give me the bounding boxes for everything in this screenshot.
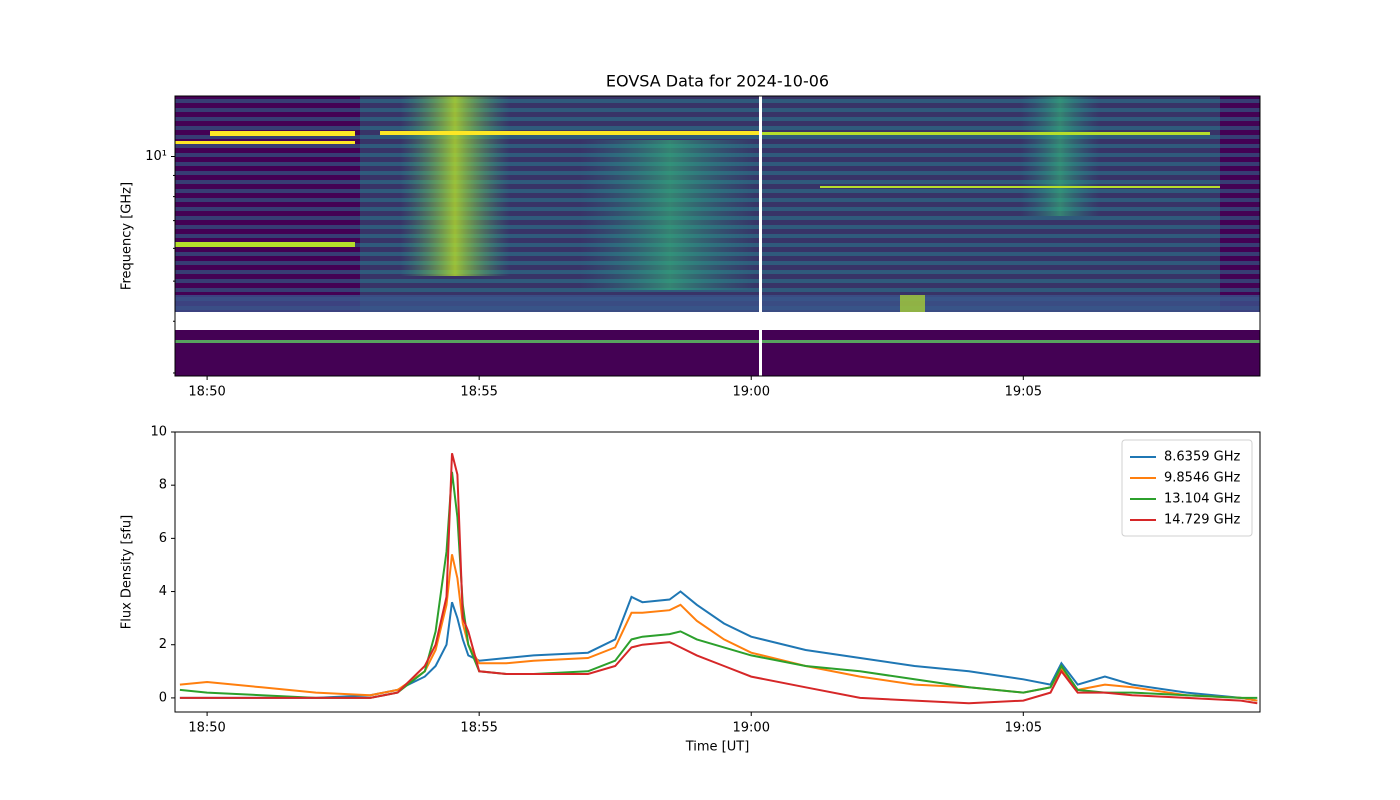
- x-tick-label: 19:05: [1005, 721, 1042, 736]
- axes-frame: [174, 95, 1261, 377]
- legend-box: [1121, 439, 1253, 537]
- y-tick-label: 4: [159, 584, 167, 599]
- legend-label: 8.6359 GHz: [1164, 450, 1240, 465]
- x-tick-label: 18:50: [188, 721, 225, 736]
- y-tick-label: 10: [150, 425, 167, 440]
- chart-title: EOVSA Data for 2024-10-06: [606, 72, 829, 91]
- legend-label: 9.8546 GHz: [1164, 471, 1240, 486]
- plot-lines: [179, 453, 1258, 705]
- x-tick-label: 18:55: [460, 385, 497, 400]
- y-axis-label: Flux Density [sfu]: [120, 515, 135, 629]
- y-axis-label: Frequency [GHz]: [120, 182, 135, 290]
- series-line: [179, 453, 1258, 705]
- x-axis-label: Time [UT]: [685, 740, 750, 755]
- series-line: [179, 590, 1258, 702]
- x-tick-label: 19:00: [733, 721, 770, 736]
- y-tick-label: 10¹: [145, 149, 167, 164]
- spectrogram-image: [175, 96, 1260, 376]
- y-tick-label: 6: [159, 531, 167, 546]
- x-tick-label: 18:50: [188, 385, 225, 400]
- axes-frame: [174, 431, 1261, 713]
- x-tick-label: 19:05: [1005, 385, 1042, 400]
- legend-label: 13.104 GHz: [1164, 492, 1240, 507]
- x-tick-label: 18:55: [460, 721, 497, 736]
- x-tick-label: 19:00: [733, 385, 770, 400]
- y-tick-label: 2: [159, 637, 167, 652]
- legend-label: 14.729 GHz: [1164, 513, 1240, 528]
- y-tick-label: 8: [159, 478, 167, 493]
- y-tick-label: 0: [159, 690, 167, 705]
